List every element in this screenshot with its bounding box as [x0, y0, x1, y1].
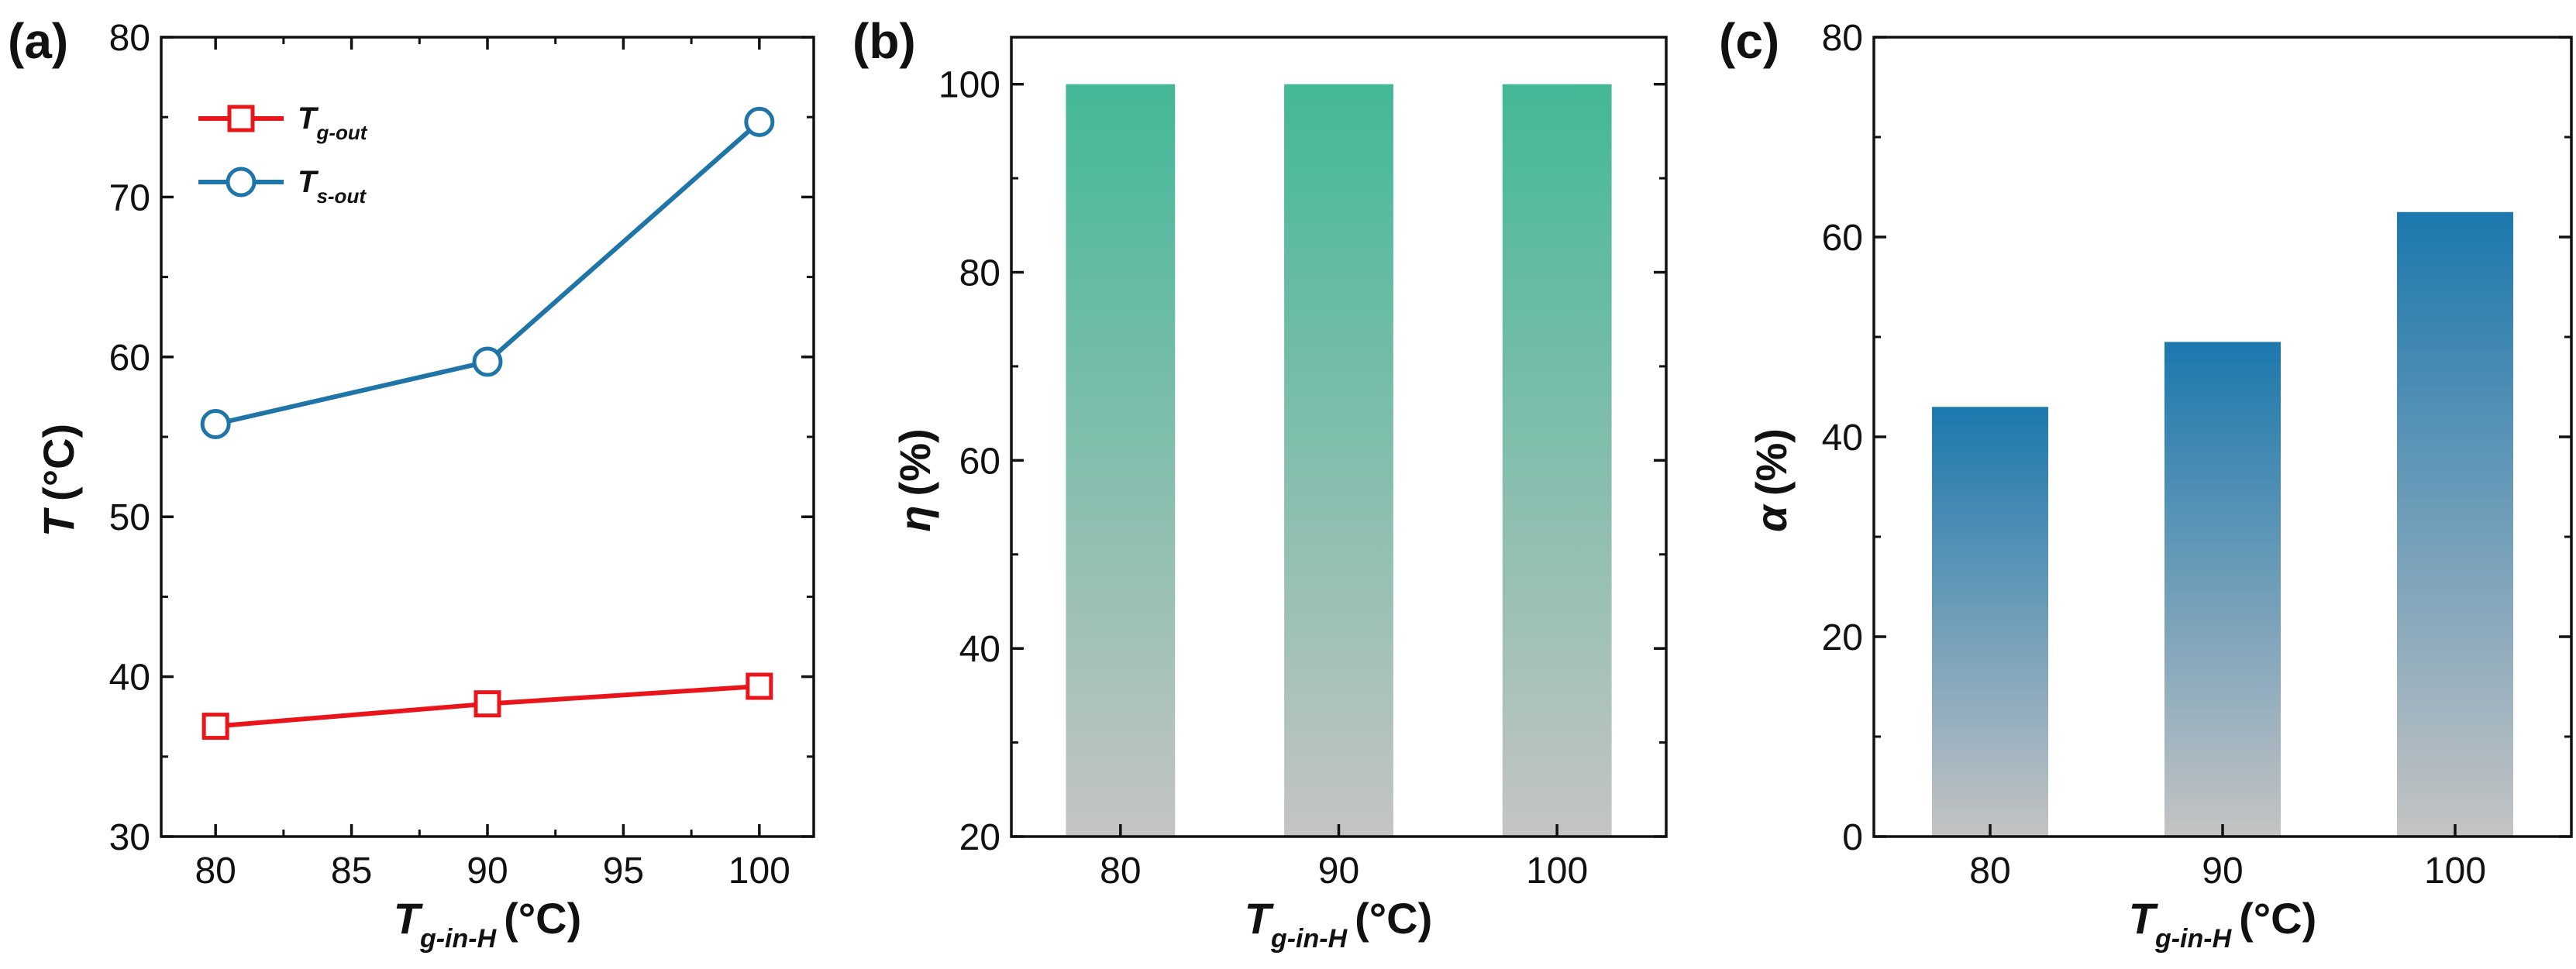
panel-c-xtick-label-80: 80 — [1969, 850, 2010, 892]
panel-b-ytick-label-40: 40 — [959, 629, 1000, 670]
panel-a-xtick-label-90: 90 — [467, 850, 508, 892]
legend-marker-square — [227, 105, 255, 132]
panel-a-legend: Tg-out Ts-out — [198, 101, 368, 208]
bar-90 — [1284, 84, 1393, 837]
panel-b-ylabel-unit: (%) — [890, 428, 939, 496]
panel-a-xtick-label-100: 100 — [728, 850, 790, 892]
panel-c-xtick-label-100: 100 — [2424, 850, 2486, 892]
panel-c-xlabel-sub: g-in-H — [2154, 924, 2233, 954]
panel-a-ytick-label-80: 80 — [109, 18, 150, 59]
series-g-out-point-80 — [201, 713, 229, 740]
legend-marker-circle — [226, 167, 257, 198]
panel-a-label: (a) — [8, 13, 68, 69]
panel-c-ytick-label-60: 60 — [1822, 218, 1863, 259]
panel-c-ytick-label-40: 40 — [1822, 417, 1863, 459]
panel-c-xlabel: Tg-in-H (°C) — [2129, 894, 2317, 954]
panel-b-ytick-label-100: 100 — [938, 65, 1000, 106]
panel-b-ytick-label-60: 60 — [959, 441, 1000, 482]
panel-b-xtick-label-80: 80 — [1100, 850, 1141, 892]
panel-a-xtick-label-80: 80 — [195, 850, 236, 892]
panel-c-xtick-label-90: 90 — [2202, 850, 2243, 892]
panel-b-xlabel-var: T — [1245, 894, 1275, 943]
panel-b-xtick-label-90: 90 — [1318, 850, 1359, 892]
legend-label-g-out: Tg-out — [298, 101, 368, 144]
legend-label-s-out: Ts-out — [298, 165, 367, 208]
panel-a-ylabel-unit: (°C) — [34, 424, 83, 501]
panel-b-xtick-label-100: 100 — [1526, 850, 1588, 892]
panel-b-xlabel-unit: (°C) — [1355, 894, 1432, 943]
bar-100 — [1502, 84, 1612, 837]
panel-a-ylabel-var: T — [34, 507, 83, 537]
panel-c-ylabel-unit: (%) — [1747, 428, 1796, 496]
panel-a-ytick-label-60: 60 — [109, 338, 150, 379]
bar-100 — [2397, 211, 2513, 837]
panel-a-ytick-label-30: 30 — [109, 817, 150, 858]
series-g-out-point-100 — [746, 672, 773, 700]
panel-b-xlabel: Tg-in-H (°C) — [1245, 894, 1433, 954]
panel-b-ytick-label-20: 20 — [959, 817, 1000, 858]
panel-c-ytick-label-0: 0 — [1842, 817, 1863, 858]
bar-90 — [2164, 342, 2281, 837]
panel-a-xtick-label-95: 95 — [603, 850, 644, 892]
panel-c-ylabel: α (%) — [1747, 428, 1796, 532]
legend-entry-s-out: Ts-out — [198, 165, 367, 208]
series-s-out-point-80 — [200, 408, 231, 439]
panel-c-xlabel-unit: (°C) — [2239, 894, 2316, 943]
panel-b-ytick-label-80: 80 — [959, 253, 1000, 294]
panel-c-ylabel-var: α — [1747, 503, 1796, 532]
legend-entry-g-out: Tg-out — [198, 101, 368, 144]
panel-c-xlabel-var: T — [2129, 894, 2159, 943]
series-g-out-point-90 — [474, 690, 501, 718]
panel-c-ytick-label-20: 20 — [1822, 617, 1863, 658]
panel-b-ylabel: η (%) — [890, 428, 939, 531]
series-s-out-point-90 — [472, 346, 503, 377]
panel-a-ytick-label-40: 40 — [109, 658, 150, 699]
panel-a-ytick-label-70: 70 — [109, 177, 150, 218]
panel-a-xlabel-sub: g-in-H — [419, 924, 498, 954]
panel-a-ytick-label-50: 50 — [109, 497, 150, 538]
series-s-out-point-100 — [744, 106, 775, 137]
panel-c-bar-chart: 0 20 40 60 80 80 90 100 α (%) Tg-in-H (°C) — [1747, 18, 2573, 954]
panel-a-xlabel-var: T — [394, 894, 424, 943]
panel-b-xlabel-sub: g-in-H — [1270, 924, 1348, 954]
panel-b-bar-chart: 20 40 60 80 100 80 90 100 η (%) Tg-in-H (°C) — [890, 36, 1668, 954]
panel-b-ylabel-var: η — [890, 505, 939, 531]
panel-c-label: (c) — [1719, 13, 1779, 69]
panel-c-ytick-label-80: 80 — [1822, 18, 1863, 59]
panel-a-xtick-label-85: 85 — [331, 850, 372, 892]
panel-b-label: (b) — [852, 13, 916, 69]
bar-80 — [1932, 407, 2048, 837]
panel-a-xlabel-unit: (°C) — [504, 894, 581, 943]
panel-a-xlabel: Tg-in-H (°C) — [394, 894, 582, 954]
panel-a-ylabel: T (°C) — [34, 424, 83, 537]
bar-80 — [1066, 84, 1176, 837]
